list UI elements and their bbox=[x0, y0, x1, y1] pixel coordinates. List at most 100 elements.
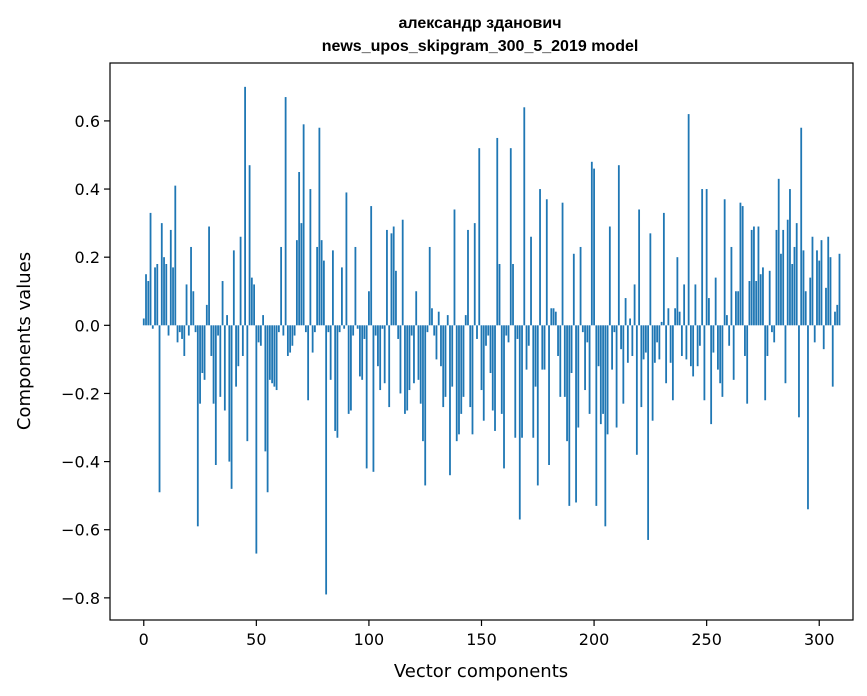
bar-series bbox=[142, 86, 841, 595]
bar bbox=[575, 325, 577, 503]
bar bbox=[746, 325, 749, 404]
bar bbox=[568, 325, 571, 506]
bar bbox=[800, 127, 803, 326]
bar bbox=[563, 325, 566, 397]
x-tick-label: 0 bbox=[139, 630, 149, 649]
bar bbox=[635, 325, 638, 455]
bar bbox=[246, 325, 249, 442]
bar bbox=[737, 291, 740, 326]
bar bbox=[232, 250, 235, 326]
bar bbox=[440, 325, 442, 367]
bar bbox=[827, 236, 830, 326]
bar bbox=[250, 277, 253, 326]
y-tick-label: −0.4 bbox=[61, 453, 100, 472]
bar bbox=[311, 325, 314, 353]
bar bbox=[259, 325, 262, 346]
bar bbox=[244, 86, 246, 326]
bar bbox=[458, 325, 460, 435]
bar bbox=[343, 325, 346, 329]
bar bbox=[196, 325, 199, 527]
bar bbox=[557, 325, 559, 356]
bar bbox=[744, 325, 746, 356]
bar bbox=[325, 325, 328, 595]
bar bbox=[322, 260, 325, 326]
y-tick-label: 0.4 bbox=[75, 180, 100, 199]
bar bbox=[253, 284, 255, 326]
bar bbox=[293, 325, 296, 336]
x-tick-label: 150 bbox=[466, 630, 497, 649]
bar bbox=[192, 291, 195, 326]
bar bbox=[271, 325, 274, 384]
bar bbox=[469, 325, 472, 408]
bar bbox=[626, 325, 629, 363]
bar bbox=[194, 325, 197, 333]
bar bbox=[359, 325, 361, 377]
bar bbox=[372, 325, 375, 472]
bar bbox=[676, 257, 679, 326]
bar bbox=[836, 304, 839, 326]
bar bbox=[210, 325, 213, 356]
bar bbox=[710, 325, 713, 425]
bar bbox=[644, 325, 647, 353]
bar bbox=[187, 325, 190, 336]
bar bbox=[383, 325, 386, 384]
chart-subtitle: news_upos_skipgram_300_5_2019 model bbox=[322, 38, 639, 55]
bar bbox=[678, 311, 681, 326]
bar bbox=[768, 270, 771, 326]
bar bbox=[332, 250, 334, 326]
bar bbox=[753, 226, 755, 326]
bar bbox=[264, 325, 267, 452]
bar bbox=[651, 325, 654, 421]
bar bbox=[505, 325, 508, 336]
bar bbox=[167, 325, 170, 336]
bar bbox=[313, 325, 316, 333]
bar bbox=[825, 287, 827, 326]
bar bbox=[536, 325, 539, 486]
bar bbox=[291, 325, 294, 346]
bar bbox=[820, 240, 823, 326]
bar bbox=[527, 325, 530, 346]
bar bbox=[741, 206, 744, 326]
bar bbox=[352, 325, 355, 336]
bar bbox=[534, 325, 537, 387]
bar bbox=[692, 325, 695, 377]
bar bbox=[397, 325, 400, 339]
bar bbox=[777, 178, 780, 326]
bar bbox=[433, 325, 436, 336]
bar bbox=[190, 246, 192, 326]
bar bbox=[640, 325, 643, 408]
bar bbox=[363, 325, 366, 339]
bar bbox=[142, 318, 145, 326]
bar bbox=[617, 165, 620, 326]
y-axis-label: Components values bbox=[14, 252, 35, 430]
bar bbox=[694, 284, 697, 326]
bar bbox=[804, 291, 807, 326]
bar bbox=[721, 325, 724, 397]
bar bbox=[424, 325, 427, 486]
bar bbox=[415, 291, 418, 326]
bar bbox=[735, 291, 737, 326]
bar bbox=[255, 325, 258, 554]
bar bbox=[807, 325, 809, 510]
bar bbox=[723, 199, 726, 326]
bar bbox=[757, 226, 760, 326]
bar bbox=[277, 325, 280, 333]
bar bbox=[208, 226, 210, 326]
bar bbox=[500, 325, 503, 414]
bar bbox=[811, 236, 814, 326]
bar bbox=[674, 308, 677, 326]
bar bbox=[680, 325, 683, 356]
bar bbox=[327, 325, 330, 333]
bar bbox=[318, 127, 321, 326]
bar bbox=[176, 325, 179, 343]
bar bbox=[548, 325, 550, 465]
bar bbox=[223, 325, 226, 411]
bar bbox=[667, 308, 670, 326]
bar bbox=[631, 325, 634, 356]
bar bbox=[584, 325, 586, 391]
bar bbox=[388, 325, 391, 408]
bar bbox=[295, 240, 298, 326]
bar bbox=[831, 325, 834, 387]
bar bbox=[581, 325, 584, 333]
